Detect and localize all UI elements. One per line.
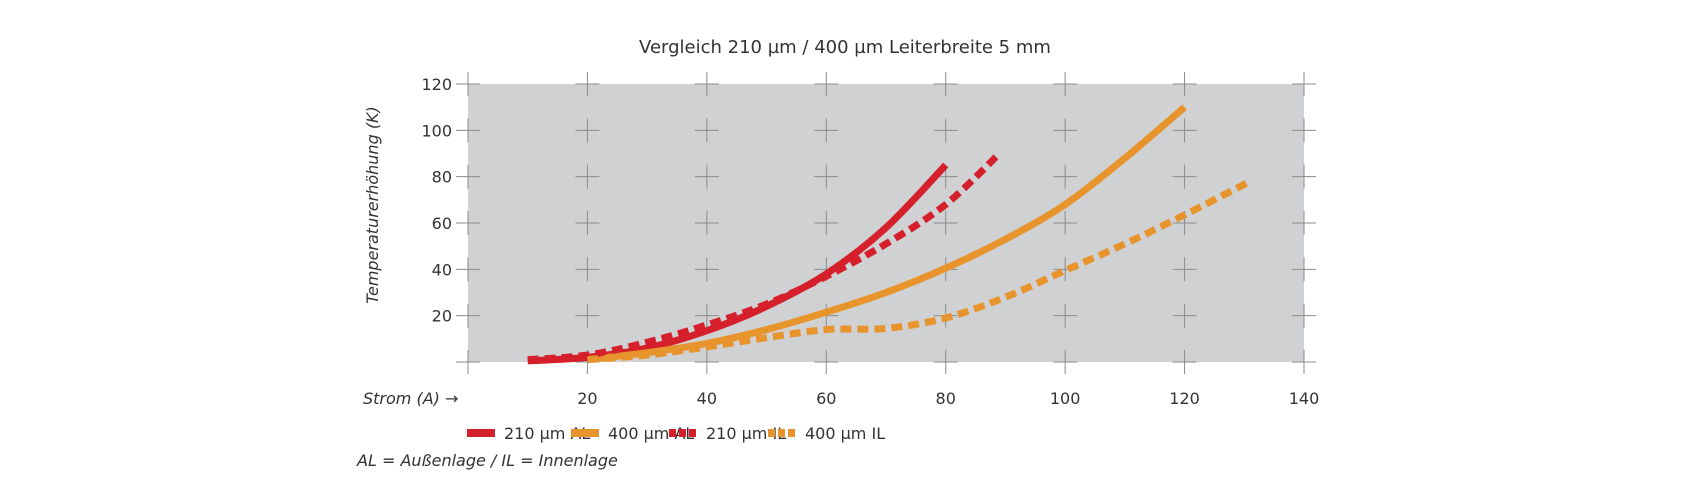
grid-cross: [814, 72, 839, 96]
grid-cross: [1053, 118, 1078, 143]
y-tick-label: 20: [432, 307, 452, 326]
grid-cross: [814, 164, 839, 189]
grid-cross: [1053, 211, 1078, 235]
grid-cross: [575, 164, 600, 189]
grid-cross: [933, 211, 958, 235]
legend-label: 210 µm AL: [504, 424, 590, 443]
grid-cross: [694, 118, 719, 143]
grid-cross: [1292, 72, 1316, 96]
y-axis-label: Temperaturerhöhung (K): [363, 106, 382, 304]
series-lines: [527, 104, 1252, 365]
y-tick-label: 40: [432, 260, 452, 279]
grid-cross: [1172, 257, 1197, 282]
grid-cross: [456, 72, 480, 96]
grid-cross: [1292, 164, 1316, 189]
x-tick-label: 40: [697, 389, 717, 408]
grid-cross: [456, 211, 480, 235]
y-tick-label: 120: [421, 75, 452, 94]
legend-label: 400 µm AL: [608, 424, 694, 443]
grid-cross: [1172, 118, 1197, 143]
grid-cross: [1292, 303, 1316, 328]
grid-cross: [1053, 303, 1078, 328]
grid-cross: [1172, 164, 1197, 189]
grid-cross: [456, 257, 480, 282]
grid-cross: [1053, 164, 1078, 189]
x-axis-label: Strom (A) →: [363, 389, 458, 408]
x-tick-label: 100: [1050, 389, 1081, 408]
grid-cross: [1053, 350, 1078, 374]
grid-cross: [694, 211, 719, 235]
grid-cross: [694, 72, 719, 96]
grid-cross: [814, 211, 839, 235]
grid-cross: [1172, 72, 1197, 96]
legend-label: 210 µm IL: [706, 424, 786, 443]
grid-cross: [1172, 303, 1197, 328]
legend: 210 µm AL 400 µm AL 210 µm IL 400 µm IL: [467, 424, 885, 443]
x-tick-label: 80: [936, 389, 956, 408]
x-tick-label: 20: [577, 389, 597, 408]
grid-cross: [694, 164, 719, 189]
y-tick-label: 80: [432, 168, 452, 187]
grid-cross: [575, 303, 600, 328]
x-tick-label: 120: [1169, 389, 1200, 408]
footnote: AL = Außenlage / IL = Innenlage: [356, 451, 618, 470]
y-tick-label: 60: [432, 214, 452, 233]
series-line-2: [527, 150, 1002, 364]
grid-cross: [456, 350, 480, 374]
x-tick-label: 140: [1289, 389, 1320, 408]
grid-cross: [575, 211, 600, 235]
grid-cross: [933, 72, 958, 96]
grid-cross: [1292, 257, 1316, 282]
grid-cross: [456, 164, 480, 189]
grid-cross: [575, 72, 600, 96]
grid-cross: [814, 118, 839, 143]
x-tick-label: 60: [816, 389, 836, 408]
grid-cross: [456, 303, 480, 328]
x-tick-labels: 20 40 60 80 100 120 140: [577, 389, 1319, 408]
grid-cross: [694, 257, 719, 282]
grid-cross: [575, 118, 600, 143]
chart-title: Vergleich 210 µm / 400 µm Leiterbreite 5…: [639, 37, 1051, 58]
grid-cross: [694, 350, 719, 374]
legend-label: 400 µm IL: [805, 424, 885, 443]
grid-cross: [933, 350, 958, 374]
grid-cross: [933, 118, 958, 143]
grid-cross: [1053, 72, 1078, 96]
grid-crosses: [456, 72, 1316, 374]
grid-cross: [814, 350, 839, 374]
grid-cross: [1172, 350, 1197, 374]
grid-cross: [575, 257, 600, 282]
grid-cross: [456, 118, 480, 143]
y-tick-label: 100: [421, 121, 452, 140]
grid-cross: [694, 303, 719, 328]
y-tick-labels: 20 40 60 80 100 120: [421, 75, 452, 326]
series-line-3: [587, 178, 1252, 364]
grid-cross: [1292, 211, 1316, 235]
grid-cross: [1292, 118, 1316, 143]
grid-cross: [1292, 350, 1316, 374]
